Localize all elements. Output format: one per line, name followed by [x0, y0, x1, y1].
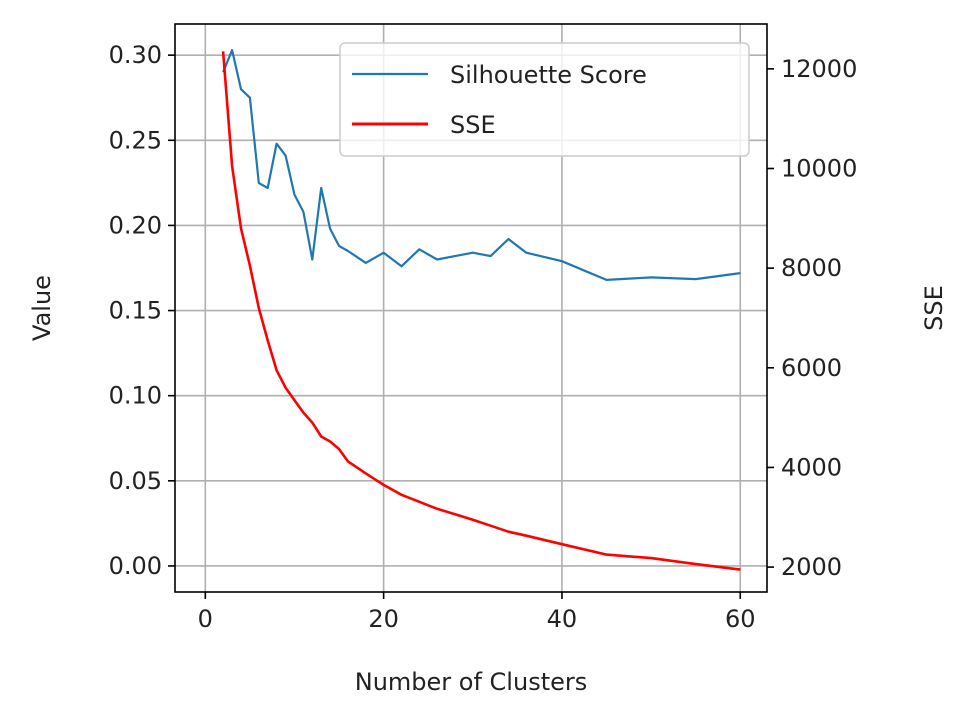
- series-lines: [221, 48, 741, 571]
- x-axis-label: Number of Clusters: [355, 668, 588, 696]
- y-tick-label-3: 0.15: [109, 297, 162, 325]
- x-tick-label-3: 60: [725, 605, 756, 633]
- y-tick-label-2: 0.10: [109, 382, 162, 410]
- x-tick-label-1: 20: [368, 605, 399, 633]
- plot-frame: [174, 23, 768, 593]
- series-line-sse: [221, 51, 741, 571]
- y-tick-label-4: 0.20: [109, 211, 162, 239]
- legend-label-sse: SSE: [450, 111, 496, 139]
- legend: Silhouette Score SSE: [339, 42, 750, 157]
- y2-axis-label: SSE: [920, 285, 948, 331]
- axis-ticks: 0 20 40 60 0.00 0.05 0.10 0.15 0.20 0.25 0.30 2000 4…: [109, 41, 858, 633]
- legend-box: [339, 42, 750, 157]
- series-line-silhouette: [222, 48, 741, 281]
- y2-tick-label-4: 10000: [781, 154, 857, 182]
- y2-tick-label-0: 2000: [781, 553, 842, 581]
- y2-tick-label-5: 12000: [781, 55, 857, 83]
- y2-tick-label-2: 6000: [781, 354, 842, 382]
- y2-tick-label-3: 8000: [781, 254, 842, 282]
- y-tick-label-6: 0.30: [109, 41, 162, 69]
- legend-label-silhouette: Silhouette Score: [450, 61, 647, 89]
- y2-tick-label-1: 4000: [781, 453, 842, 481]
- x-tick-label-2: 40: [547, 605, 578, 633]
- y-tick-label-1: 0.05: [109, 467, 162, 495]
- x-tick-label-0: 0: [198, 605, 213, 633]
- y-axis-label: Value: [28, 275, 56, 341]
- y-tick-label-0: 0.00: [109, 552, 162, 580]
- y-tick-label-5: 0.25: [109, 126, 162, 154]
